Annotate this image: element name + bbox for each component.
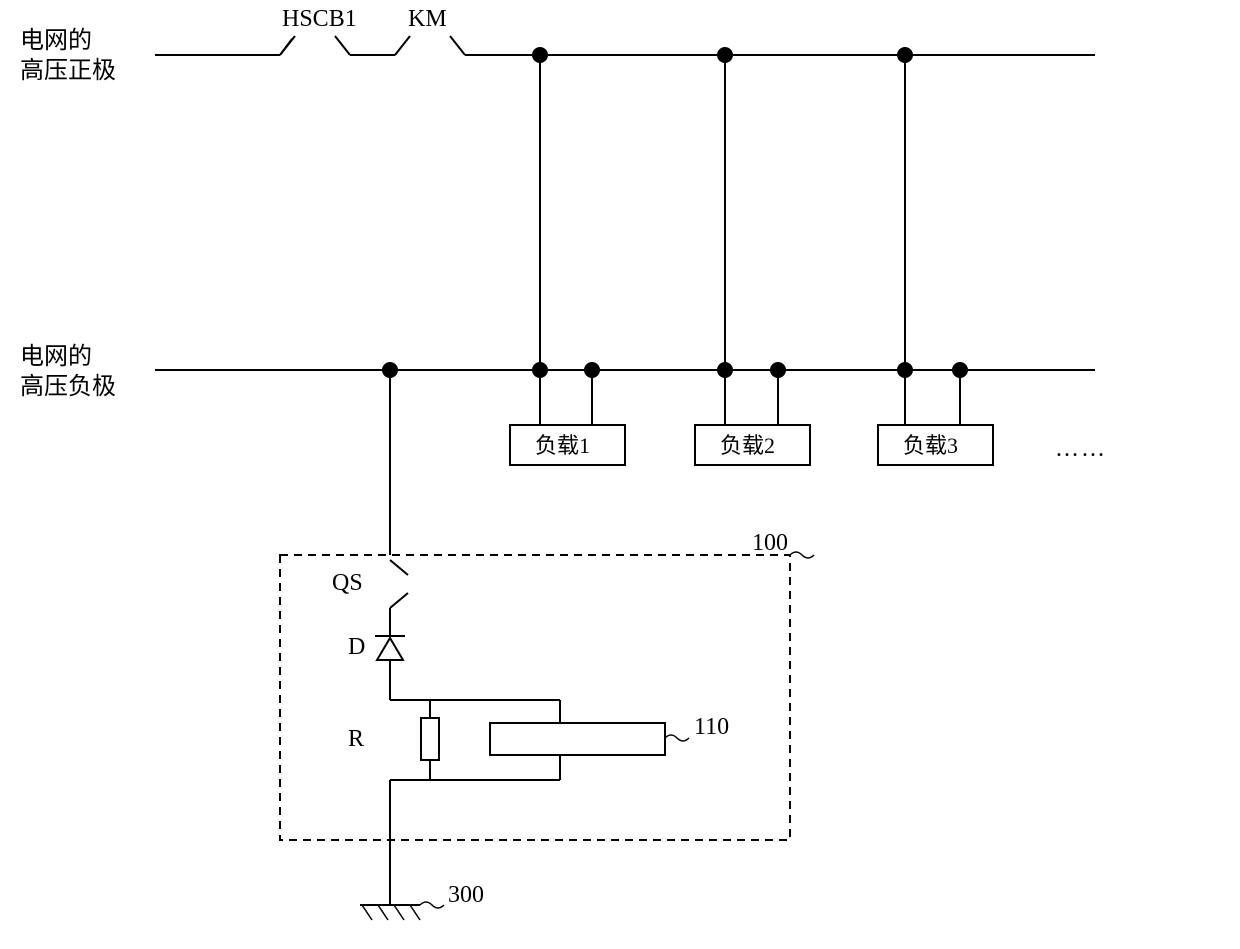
ground-hatch1 (362, 905, 372, 920)
ground-hatch3 (394, 905, 404, 920)
diode-triangle (377, 638, 403, 660)
ref110-squiggle (665, 735, 689, 741)
ref100-label: 100 (752, 528, 788, 559)
qs-label: QS (332, 568, 363, 599)
dot-pos-2 (717, 47, 733, 63)
dot-neg-1b (584, 362, 600, 378)
device-110-box (490, 723, 665, 755)
dot-neg-1a (532, 362, 548, 378)
dot-neg-3b (952, 362, 968, 378)
d-label: D (348, 632, 365, 663)
ref100-squiggle (790, 552, 814, 558)
pos-label-line1: 电网的 (20, 26, 92, 57)
ground-hatch2 (378, 905, 388, 920)
resistor-r (421, 718, 439, 760)
load3-label: 负载3 (903, 432, 958, 461)
dots-label: …… (1055, 434, 1107, 465)
neg-label-line2: 高压负极 (20, 372, 116, 403)
hscb1-arm-right (335, 36, 350, 55)
hscb1-arm-left (280, 36, 295, 55)
ref300-label: 300 (448, 880, 484, 911)
qs-arm-top (390, 560, 408, 575)
dot-pos-1 (532, 47, 548, 63)
km-label: KM (408, 4, 447, 35)
dot-neg-3a (897, 362, 913, 378)
dot-neg-left (382, 362, 398, 378)
qs-arm-bottom (390, 593, 408, 608)
dot-pos-3 (897, 47, 913, 63)
diagram-svg (0, 0, 1240, 949)
hscb1-label: HSCB1 (282, 4, 357, 35)
load1-label: 负载1 (535, 432, 590, 461)
load2-label: 负载2 (720, 432, 775, 461)
pos-label-line2: 高压正极 (20, 56, 116, 87)
km-arm-left (395, 36, 410, 55)
neg-label-line1: 电网的 (20, 342, 92, 373)
ground-hatch4 (410, 905, 420, 920)
km-arm-right (450, 36, 465, 55)
ref300-squiggle (420, 902, 444, 908)
dot-neg-2b (770, 362, 786, 378)
r-label: R (348, 724, 364, 755)
ref110-label: 110 (694, 712, 729, 743)
dot-neg-2a (717, 362, 733, 378)
